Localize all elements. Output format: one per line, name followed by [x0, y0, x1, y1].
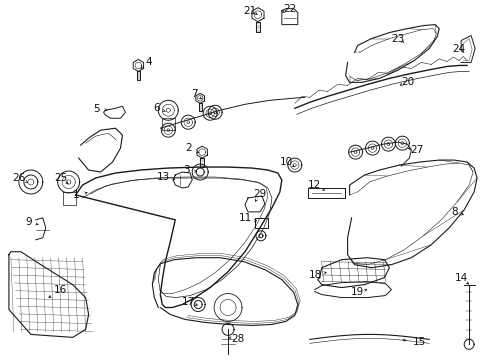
- Text: 24: 24: [451, 44, 465, 54]
- Text: 29: 29: [253, 189, 266, 199]
- Text: 19: 19: [350, 287, 364, 297]
- Text: 22: 22: [283, 4, 296, 14]
- Text: 8: 8: [450, 207, 457, 217]
- Text: 14: 14: [454, 273, 467, 283]
- Text: 17: 17: [181, 297, 194, 306]
- Text: 3: 3: [183, 165, 189, 175]
- Text: 16: 16: [54, 284, 67, 294]
- Text: 10: 10: [280, 157, 293, 167]
- Text: 13: 13: [156, 172, 170, 182]
- Text: 26: 26: [12, 173, 25, 183]
- Text: 18: 18: [308, 270, 322, 280]
- Text: 21: 21: [243, 6, 256, 15]
- Text: 20: 20: [400, 77, 413, 87]
- Text: 4: 4: [145, 58, 151, 67]
- Text: 25: 25: [54, 173, 67, 183]
- Text: 27: 27: [410, 145, 423, 155]
- Text: 23: 23: [390, 33, 403, 44]
- Text: 6: 6: [153, 103, 159, 113]
- Text: 28: 28: [231, 334, 244, 345]
- Text: 7: 7: [190, 89, 197, 99]
- Text: 2: 2: [184, 143, 191, 153]
- Text: 15: 15: [412, 337, 425, 347]
- Text: 9: 9: [25, 217, 32, 227]
- Text: 12: 12: [307, 180, 321, 190]
- Text: 1: 1: [72, 190, 79, 200]
- Text: 5: 5: [93, 104, 100, 114]
- Text: 11: 11: [238, 213, 251, 223]
